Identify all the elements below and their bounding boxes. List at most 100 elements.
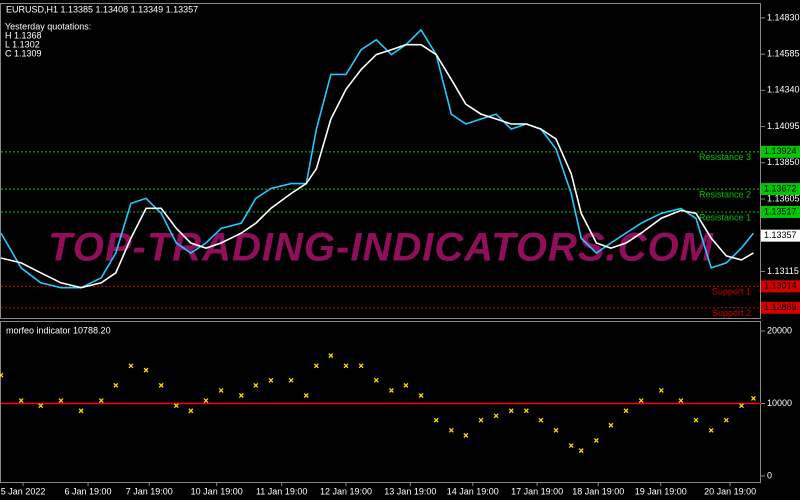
x-tick-label: 7 Jan 19:00 (126, 486, 173, 496)
indicator-point (218, 387, 224, 393)
level-box (761, 183, 800, 196)
indicator-point (608, 422, 614, 428)
indicator-point (358, 363, 364, 369)
indicator-point (693, 417, 699, 423)
x-tick-label: 20 Jan 19:00 (704, 486, 756, 496)
indicator-point (708, 427, 714, 433)
y-tick-label: 1.14340 (767, 85, 800, 95)
indicator-point (738, 403, 744, 409)
y-tick-label: 1.14830 (767, 12, 800, 22)
annotation: H 1.1368 (5, 30, 42, 40)
level-box (761, 145, 800, 158)
indicator-point (288, 377, 294, 383)
x-tick-label: 14 Jan 19:00 (447, 486, 499, 496)
indicator-point (38, 403, 44, 409)
y-tick-label: 10000 (767, 398, 792, 408)
level-name: Resistance 3 (699, 152, 751, 162)
indicator-point (18, 398, 24, 404)
indicator-panel-frame (0, 321, 761, 483)
x-tick-label: 19 Jan 19:00 (635, 486, 687, 496)
indicator-point (403, 382, 409, 388)
level-box (761, 280, 800, 293)
level-name: Resistance 1 (699, 212, 751, 222)
indicator-point (750, 395, 756, 401)
indicator-title: morfeo indicator 10788.20 (6, 325, 111, 335)
indicator-point (0, 372, 4, 378)
indicator-point (128, 363, 134, 369)
level-value: 1.13014 (764, 281, 797, 291)
indicator-point (253, 382, 259, 388)
indicator-point (58, 398, 64, 404)
indicator-point (268, 377, 274, 383)
indicator-point (313, 363, 319, 369)
current-price: 1.13357 (764, 230, 797, 240)
indicator-point (188, 408, 194, 414)
indicator-point (538, 417, 544, 423)
indicator-point (388, 387, 394, 393)
annotation: C 1.1309 (5, 48, 42, 58)
annotation: L 1.1302 (5, 39, 40, 49)
chart-title: EURUSD,H1 1.13385 1.13408 1.13349 1.1335… (6, 4, 198, 14)
main-panel-frame (0, 3, 761, 319)
indicator-point (553, 427, 559, 433)
x-tick-label: 10 Jan 19:00 (191, 486, 243, 496)
indicator-point (508, 408, 514, 414)
level-box (761, 301, 800, 314)
indicator-point (158, 382, 164, 388)
price-box (761, 229, 800, 242)
indicator-point (98, 398, 104, 404)
level-name: Support 1 (712, 287, 751, 297)
y-tick-label: 1.14585 (767, 48, 800, 58)
indicator-point (238, 393, 244, 398)
indicator-point (343, 363, 349, 369)
indicator-point (433, 417, 439, 423)
indicator-point (593, 437, 599, 443)
indicator-point (478, 417, 484, 423)
indicator-point (493, 413, 499, 419)
y-tick-label: 1.13850 (767, 157, 800, 167)
level-box (761, 206, 800, 219)
indicator-point (523, 408, 529, 414)
y-tick-label: 0 (767, 470, 772, 480)
x-tick-label: 11 Jan 19:00 (256, 486, 307, 496)
level-value: 1.12869 (764, 302, 797, 312)
indicator-point (78, 408, 84, 414)
y-tick-label: 1.14095 (767, 121, 800, 131)
indicator-point (568, 443, 574, 448)
annotation: Yesterday quotations: (5, 21, 91, 31)
y-tick-label: 1.13605 (767, 193, 800, 203)
price-line (0, 28, 755, 289)
level-value: 1.13672 (764, 183, 797, 193)
level-name: Resistance 2 (699, 189, 751, 199)
indicator-point (678, 398, 684, 404)
indicator-point (203, 398, 209, 404)
indicator-point (418, 393, 424, 398)
level-name: Support 2 (712, 308, 751, 318)
indicator-point (373, 377, 379, 383)
indicator-point (578, 448, 584, 454)
indicator-point (113, 382, 119, 388)
y-tick-label: 1.13115 (767, 266, 799, 276)
y-tick-label: 20000 (767, 325, 792, 335)
indicator-point (303, 393, 309, 398)
x-tick-label: 18 Jan 19:00 (572, 486, 624, 496)
indicator-point (143, 367, 149, 373)
indicator-point (448, 427, 454, 433)
indicator-point (328, 353, 334, 359)
indicator-point (723, 417, 729, 423)
x-tick-label: 13 Jan 19:00 (384, 486, 436, 496)
indicator-point (658, 387, 664, 393)
x-tick-label: 12 Jan 19:00 (320, 486, 372, 496)
watermark: TOP-TRADING-INDICATORS.COM (48, 226, 715, 270)
indicator-point (173, 403, 179, 409)
level-value: 1.13517 (764, 206, 797, 216)
indicator-point (623, 408, 629, 414)
level-value: 1.13924 (764, 146, 797, 156)
x-tick-label: 17 Jan 19:00 (511, 486, 563, 496)
indicator-point (463, 432, 469, 438)
x-tick-label: 6 Jan 19:00 (65, 486, 112, 496)
price-line (0, 43, 754, 289)
indicator-point (638, 398, 644, 404)
